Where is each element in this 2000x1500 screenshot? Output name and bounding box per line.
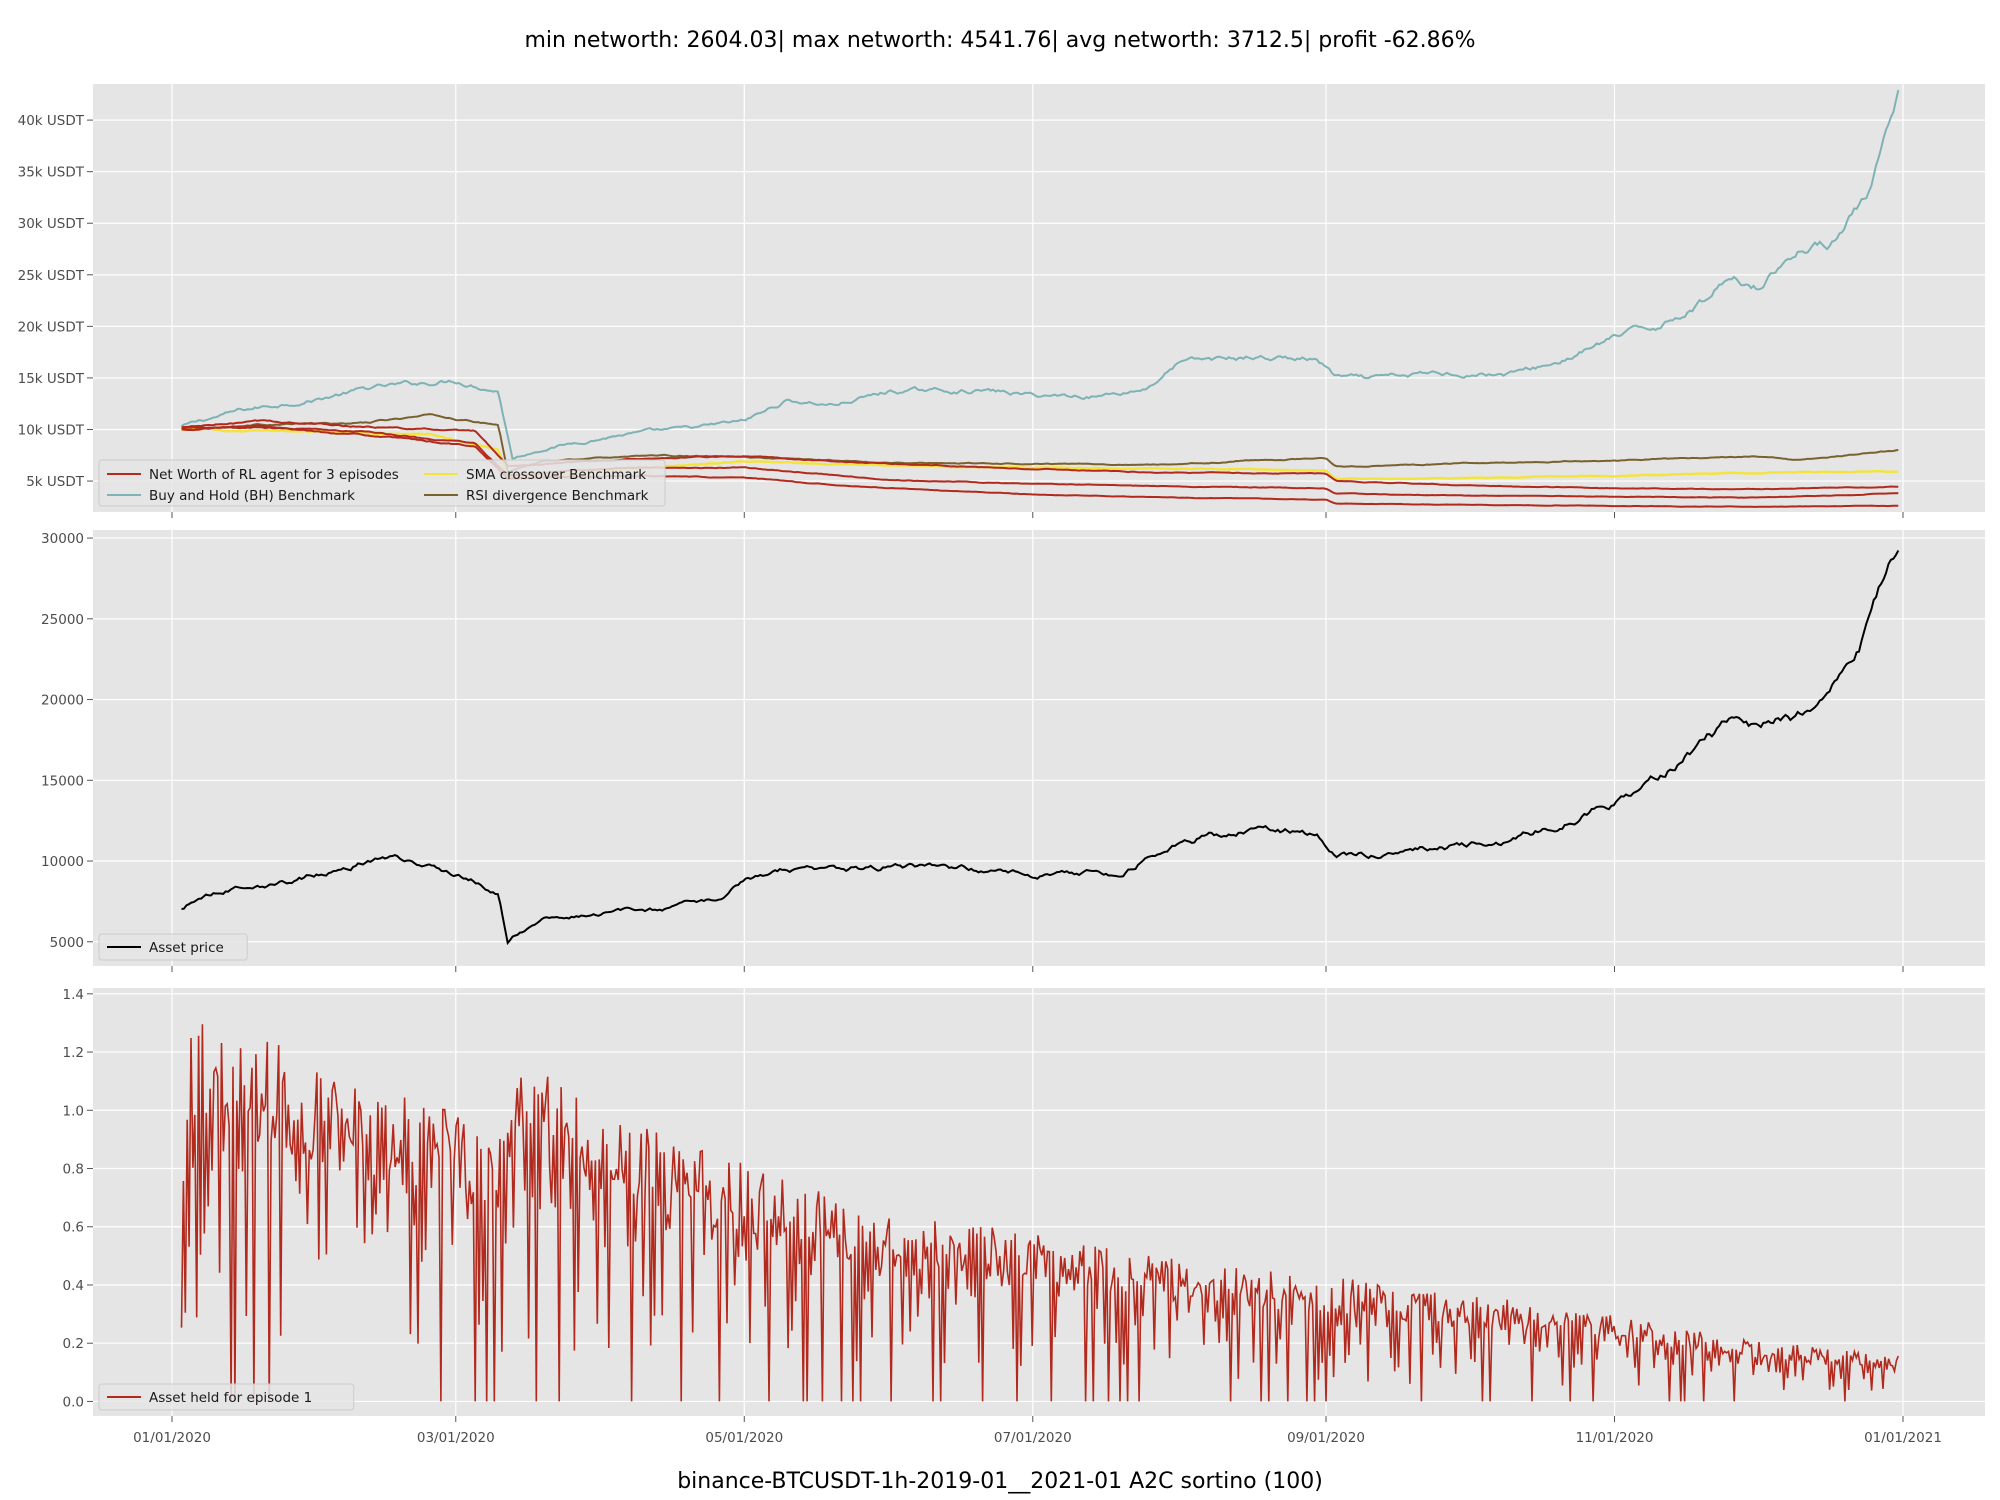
rsi-divergence-benchmark-line — [181, 413, 1899, 473]
x-tick-label: 05/01/2020 — [705, 1430, 783, 1446]
x-tick-label: 07/01/2020 — [994, 1430, 1072, 1446]
rl-agent-episode-line — [181, 425, 1899, 508]
y-tick-label: 1.2 — [63, 1045, 84, 1061]
price-y-ticks: 5000 10000 15000 20000 25000 30000 — [41, 531, 93, 951]
legend-box — [98, 1383, 355, 1411]
legend-label: RSI divergence Benchmark — [466, 488, 649, 504]
legend-box — [98, 933, 248, 961]
legend-label: SMA crossover Benchmark — [466, 467, 646, 483]
price-series — [181, 550, 1900, 946]
y-tick-label: 25k USDT — [18, 268, 85, 284]
asset-held-legend: Asset held for episode 1 — [98, 1383, 355, 1411]
price-plot-area — [93, 530, 1985, 966]
y-tick-label: 20k USDT — [18, 319, 85, 335]
y-tick-label: 40k USDT — [18, 113, 85, 129]
y-tick-label: 0.6 — [63, 1220, 84, 1236]
y-tick-label: 1.0 — [63, 1103, 84, 1119]
legend-label: Asset price — [149, 940, 224, 956]
networth-plot-area — [93, 84, 1985, 512]
y-tick-label: 0.8 — [63, 1162, 84, 1178]
y-tick-label: 0.4 — [63, 1278, 84, 1294]
legend-label: Buy and Hold (BH) Benchmark — [149, 488, 355, 504]
y-tick-label: 10000 — [41, 854, 84, 870]
rl-agent-episode-line — [181, 424, 1899, 499]
chart-title: min networth: 2604.03| max networth: 454… — [524, 28, 1475, 53]
price-panel: 5000 10000 15000 20000 25000 30000 Asset pric… — [41, 530, 1985, 972]
buy-and-hold-bh-benchmark-line — [180, 89, 1900, 461]
networth-series — [180, 89, 1900, 508]
x-tick-label: 09/01/2020 — [1287, 1430, 1365, 1446]
legend-label: Asset held for episode 1 — [149, 1390, 312, 1406]
asset-held-panel: 0.0 0.2 0.4 0.6 0.8 1.0 1.2 1.4 01/01/2020 03/01… — [63, 987, 1985, 1446]
y-tick-label: 20000 — [41, 693, 84, 709]
y-tick-label: 10k USDT — [18, 422, 85, 438]
price-x-ticks — [171, 966, 1904, 972]
asset-held-series — [180, 1024, 1900, 1402]
networth-y-ticks: 5k USDT 10k USDT 15k USDT 20k USDT 25k USDT 3… — [18, 113, 93, 490]
networth-panel: 5k USDT 10k USDT 15k USDT 20k USDT 25k USDT 3… — [18, 84, 1985, 518]
asset-price-line — [181, 550, 1900, 946]
x-tick-label: 03/01/2020 — [417, 1430, 495, 1446]
networth-x-ticks — [171, 512, 1904, 518]
x-axis-label: binance-BTCUSDT-1h-2019-01__2021-01 A2C … — [677, 1469, 1323, 1494]
asset-held-x-ticks: 01/01/2020 03/01/2020 05/01/2020 07/01/2020… — [133, 1416, 1942, 1446]
asset-held-grid — [93, 988, 1985, 1416]
asset-held-plot-area — [93, 988, 1985, 1416]
y-tick-label: 5k USDT — [26, 474, 85, 490]
x-tick-label: 11/01/2020 — [1576, 1430, 1654, 1446]
networth-legend: Net Worth of RL agent for 3 episodes Buy … — [98, 459, 666, 507]
x-tick-label: 01/01/2021 — [1864, 1430, 1942, 1446]
y-tick-label: 30000 — [41, 531, 84, 547]
y-tick-label: 5000 — [50, 935, 84, 951]
y-tick-label: 0.2 — [63, 1336, 84, 1352]
legend-box — [98, 459, 666, 507]
y-tick-label: 25000 — [41, 612, 84, 628]
price-legend: Asset price — [98, 933, 248, 961]
y-tick-label: 35k USDT — [18, 165, 85, 181]
x-tick-label: 01/01/2020 — [133, 1430, 211, 1446]
y-tick-label: 15000 — [41, 773, 84, 789]
y-tick-label: 30k USDT — [18, 216, 85, 232]
y-tick-label: 1.4 — [63, 987, 84, 1003]
asset-held-y-ticks: 0.0 0.2 0.4 0.6 0.8 1.0 1.2 1.4 — [63, 987, 93, 1410]
legend-label: Net Worth of RL agent for 3 episodes — [149, 467, 399, 483]
price-grid — [93, 530, 1985, 966]
y-tick-label: 0.0 — [63, 1394, 84, 1410]
asset-held-line — [180, 1024, 1900, 1402]
networth-grid — [93, 84, 1985, 512]
net-worth-of-rl-agent-for-3-episodes-line — [181, 419, 1899, 491]
y-tick-label: 15k USDT — [18, 371, 85, 387]
